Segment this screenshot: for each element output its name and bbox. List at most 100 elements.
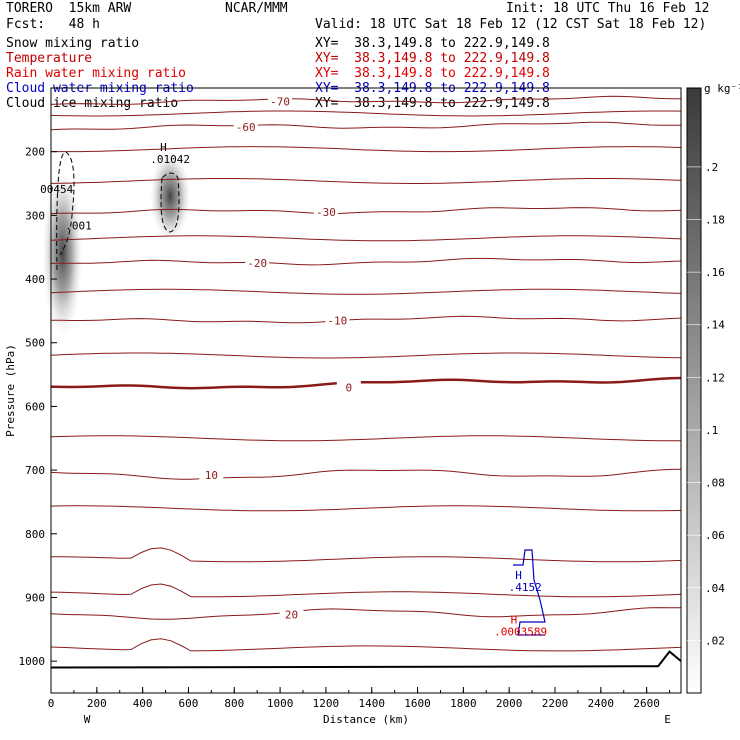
x-tick-label-1600: 1600 [404, 697, 431, 710]
forecast-hour: Fcst: 48 h [6, 17, 100, 32]
ice-contour-1 [160, 172, 180, 233]
legend-ice-xy: XY= 38.3,149.8 to 222.9,149.8 [315, 96, 550, 111]
extremum-value-4: .0003589 [494, 626, 547, 639]
colorbar-tick-label-.2: .2 [705, 161, 718, 174]
temperature-contour-minor-1 [51, 146, 682, 153]
temperature-contour--70 [50, 95, 681, 105]
colorbar-tick-label-.06: .06 [705, 529, 725, 542]
y-axis-label: Pressure (hPa) [4, 344, 17, 437]
colorbar-unit: g kg⁻¹ [704, 82, 740, 95]
x-tick-label-800: 800 [224, 697, 244, 710]
contour-label--10: -10 [327, 315, 347, 328]
contour-label-bg--20 [245, 255, 270, 268]
colorbar-tick-label-.12: .12 [705, 371, 725, 384]
colorbar-tick-label-.02: .02 [705, 634, 725, 647]
colorbar-tick-label-.08: .08 [705, 477, 725, 490]
legend-cloudwater: Cloud water mixing ratio [6, 81, 194, 96]
snow-shading-1 [150, 151, 191, 241]
temperature-contour--10 [51, 315, 682, 324]
legend-temperature: Temperature [6, 51, 93, 66]
center-title: NCAR/MMM [225, 1, 288, 16]
extremum-marker-4: H [511, 614, 518, 627]
x-tick-label-0: 0 [48, 697, 55, 710]
x-tick-label-2600: 2600 [633, 697, 660, 710]
extremum-value-2: .001 [65, 219, 92, 232]
x-axis-label: Distance (km) [323, 713, 409, 726]
temperature-contour--20 [50, 257, 682, 266]
temperature-contour-minor-4 [50, 288, 682, 295]
plot-frame [50, 87, 682, 694]
temperature-contour--30 [50, 207, 682, 215]
temperature-contour-minor-6 [50, 435, 682, 442]
temperature-contour-minor-10 [50, 638, 682, 652]
contour-label-20: 20 [285, 608, 298, 621]
cloudwater-contour [513, 549, 546, 636]
contour-label-bg--30 [313, 204, 338, 217]
extremum-value-0: .01042 [150, 153, 190, 166]
x-tick-label-2000: 2000 [496, 697, 523, 710]
legend-snow-xy: XY= 38.3,149.8 to 222.9,149.8 [315, 36, 550, 51]
y-tick-label-500: 500 [25, 337, 45, 350]
temperature-contour-minor-3 [50, 235, 682, 242]
contour-label-10: 10 [205, 469, 218, 482]
temperature-contour--60 [50, 121, 682, 131]
y-tick-label-800: 800 [25, 528, 45, 541]
y-tick-label-400: 400 [25, 273, 45, 286]
temperature-contour-minor-9 [50, 583, 682, 598]
colorbar-tick-label-.14: .14 [705, 319, 725, 332]
west-label: W [84, 713, 91, 726]
temperature-contour-0 [50, 376, 682, 390]
y-tick-label-700: 700 [25, 464, 45, 477]
contour-label--20: -20 [247, 257, 267, 270]
contour-label--30: -30 [316, 206, 336, 219]
terrain-line [50, 650, 682, 669]
temperature-contour-minor-0 [50, 110, 682, 117]
colorbar-tick-label-.16: .16 [705, 266, 725, 279]
x-tick-label-2200: 2200 [542, 697, 569, 710]
x-tick-label-2400: 2400 [588, 697, 615, 710]
colorbar [686, 87, 702, 694]
east-label: E [664, 713, 671, 726]
x-tick-label-200: 200 [87, 697, 107, 710]
x-tick-label-1800: 1800 [450, 697, 477, 710]
valid-time: Valid: 18 UTC Sat 18 Feb 12 (12 CST Sat … [315, 17, 707, 32]
contour-label-bg-0 [336, 380, 361, 393]
temperature-contour-minor-8 [51, 547, 682, 563]
snow-shading-0 [42, 170, 83, 337]
y-tick-label-300: 300 [25, 209, 45, 222]
colorbar-tick-label-.1: .1 [705, 424, 718, 437]
y-tick-label-900: 900 [25, 591, 45, 604]
temperature-contour-10 [50, 468, 682, 480]
contour-label-bg--10 [325, 313, 350, 326]
extremum-value-3: .4152 [509, 581, 542, 594]
init-time: Init: 18 UTC Thu 16 Feb 12 [506, 1, 710, 16]
temperature-contour-minor-7 [50, 505, 682, 512]
x-tick-label-1400: 1400 [358, 697, 385, 710]
x-tick-label-1200: 1200 [313, 697, 340, 710]
extremum-value-1: 00454 [40, 183, 73, 196]
extremum-marker-3: H [515, 569, 522, 582]
x-tick-label-400: 400 [133, 697, 153, 710]
contour-label-bg-10 [199, 467, 224, 480]
y-tick-label-200: 200 [25, 146, 45, 159]
x-tick-label-1000: 1000 [267, 697, 294, 710]
contour-label-bg--60 [233, 120, 258, 133]
colorbar-tick-label-.18: .18 [705, 214, 725, 227]
contour-label-bg-20 [279, 607, 304, 620]
ice-contour-0 [56, 151, 75, 271]
contour-label--70: -70 [270, 96, 290, 109]
extremum-marker-0: H [160, 141, 167, 154]
y-tick-label-600: 600 [25, 400, 45, 413]
legend-temperature-xy: XY= 38.3,149.8 to 222.9,149.8 [315, 51, 550, 66]
temperature-contour-20 [50, 607, 682, 620]
colorbar-tick-label-.04: .04 [705, 582, 725, 595]
legend-rain-xy: XY= 38.3,149.8 to 222.9,149.8 [315, 66, 550, 81]
contour-label--60: -60 [236, 121, 256, 134]
contour-label-0: 0 [346, 382, 353, 395]
model-title: TORERO 15km ARW [6, 1, 132, 16]
legend-rain: Rain water mixing ratio [6, 66, 187, 81]
contour-label-bg--70 [268, 94, 293, 107]
x-tick-label-600: 600 [179, 697, 199, 710]
temperature-contour-minor-5 [50, 352, 682, 359]
